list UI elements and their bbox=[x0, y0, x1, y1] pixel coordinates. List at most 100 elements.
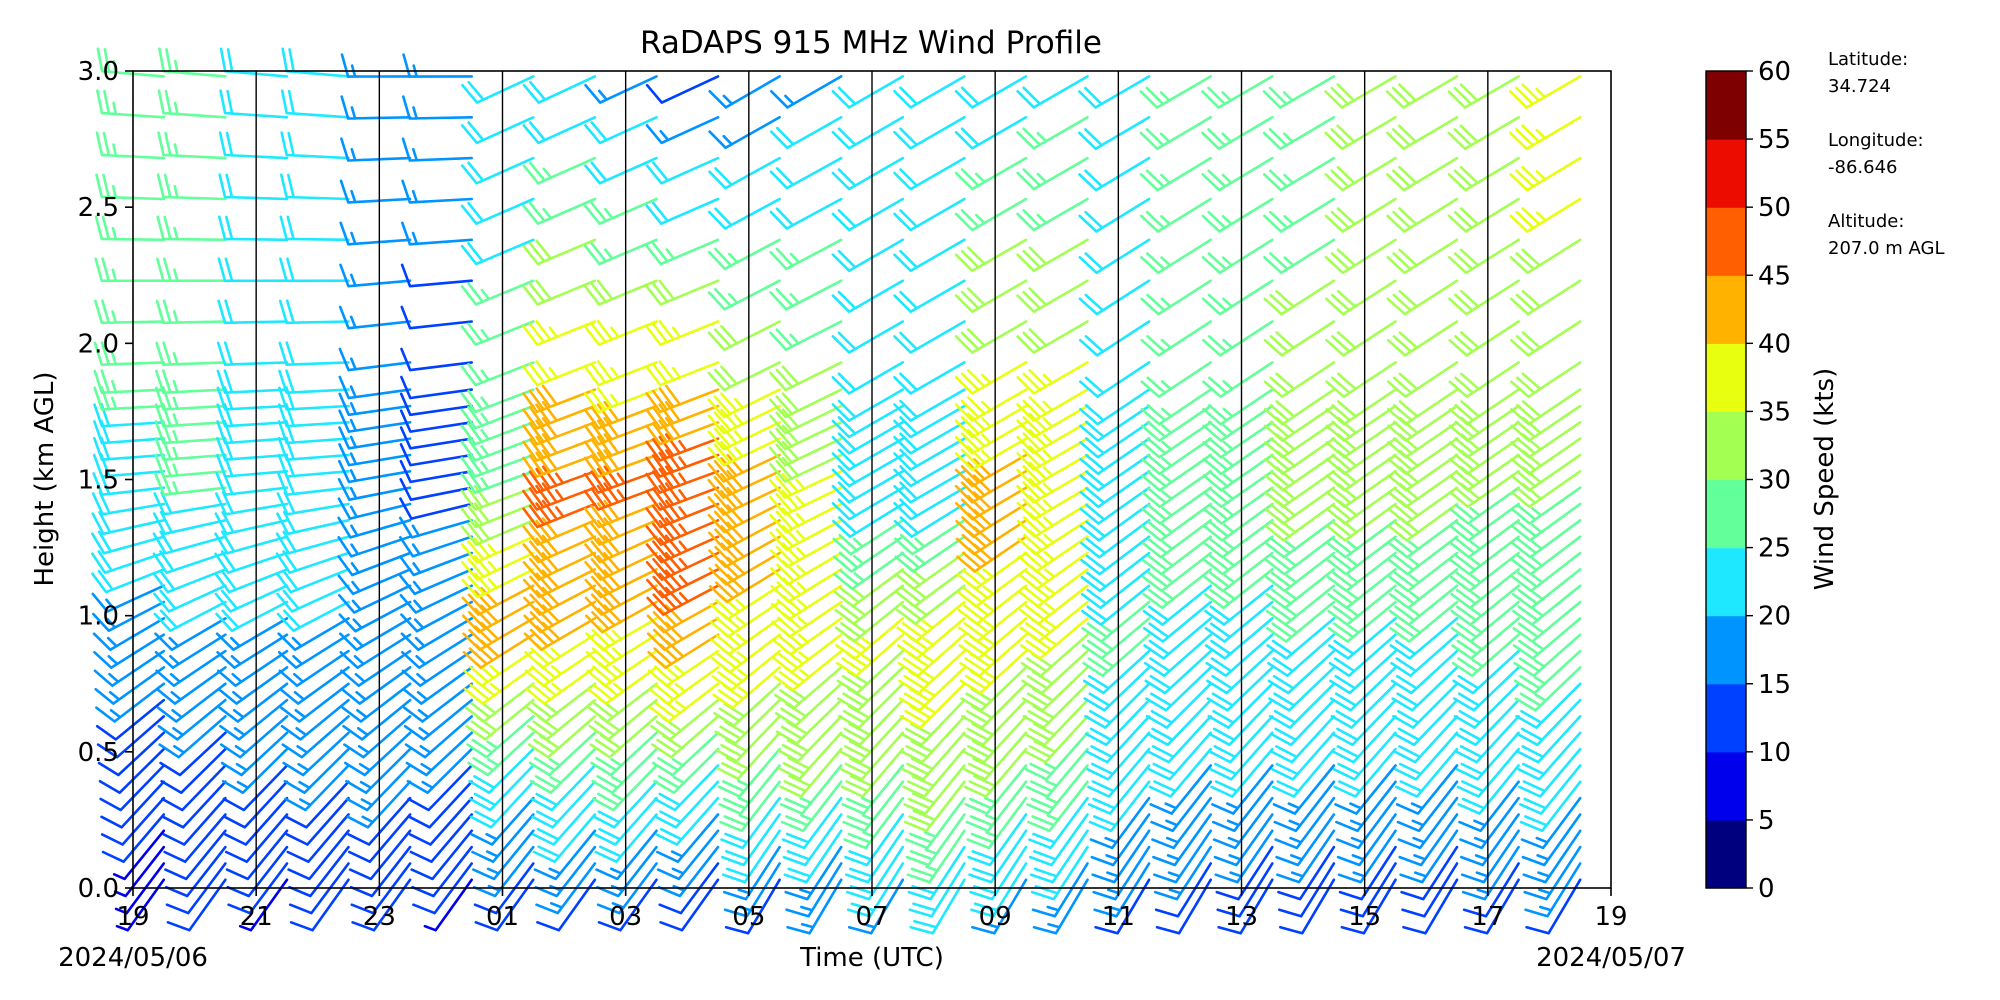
wind-barb bbox=[1016, 388, 1089, 422]
wind-barb bbox=[1078, 238, 1151, 275]
wind-barb bbox=[154, 419, 227, 445]
wind-barb bbox=[1264, 519, 1336, 559]
wind-barb bbox=[963, 747, 1028, 798]
x-tick-label: 11 bbox=[1102, 902, 1135, 932]
wind-barb bbox=[1516, 715, 1582, 764]
wind-barb bbox=[959, 649, 1028, 695]
wind-barb bbox=[153, 600, 227, 632]
wind-barb bbox=[1016, 502, 1089, 538]
wind-barb bbox=[92, 600, 166, 632]
wind-barb bbox=[831, 75, 905, 109]
wind-barb bbox=[844, 813, 905, 867]
wind-barb bbox=[345, 764, 412, 812]
wind-barb bbox=[1387, 388, 1459, 426]
wind-barb bbox=[1268, 666, 1336, 712]
wind-barb bbox=[528, 731, 597, 777]
wind-barb bbox=[1514, 666, 1582, 712]
wind-barb bbox=[1272, 764, 1336, 815]
wind-barb bbox=[1201, 116, 1274, 151]
wind-barb bbox=[899, 682, 966, 729]
wind-barb bbox=[1397, 796, 1459, 850]
wind-barb bbox=[587, 682, 658, 723]
wind-barb bbox=[840, 731, 905, 781]
wind-barb bbox=[769, 320, 843, 351]
wind-barb bbox=[1150, 780, 1212, 833]
wind-barb bbox=[954, 279, 1028, 313]
wind-barb bbox=[279, 257, 350, 283]
wind-barb bbox=[707, 238, 781, 271]
wind-barb bbox=[1448, 404, 1520, 442]
wind-barb bbox=[896, 600, 966, 643]
wind-barb bbox=[583, 360, 658, 387]
wind-barb bbox=[1270, 715, 1336, 764]
wind-barb bbox=[472, 829, 535, 881]
wind-barb bbox=[894, 551, 966, 591]
wind-barb bbox=[708, 116, 781, 150]
altitude-value: 207.0 m AGL bbox=[1828, 238, 1945, 259]
wind-barb bbox=[1204, 617, 1274, 660]
wind-barb bbox=[1145, 682, 1212, 729]
wind-barb bbox=[1386, 279, 1459, 316]
wind-barb bbox=[221, 747, 289, 794]
wind-barb bbox=[1264, 437, 1336, 476]
wind-barb bbox=[1326, 502, 1397, 542]
wind-barb bbox=[648, 649, 720, 687]
wind-barb bbox=[1449, 502, 1520, 542]
wind-barb bbox=[1022, 682, 1089, 729]
wind-barb bbox=[1387, 437, 1459, 476]
end-date-label: 2024/05/07 bbox=[1536, 943, 1686, 973]
wind-barb bbox=[399, 516, 473, 539]
wind-barb bbox=[399, 584, 473, 614]
wind-barb bbox=[1271, 731, 1336, 781]
wind-barb bbox=[893, 421, 966, 455]
wind-barb bbox=[769, 279, 843, 311]
wind-barb bbox=[1016, 421, 1089, 455]
wind-barb bbox=[1265, 568, 1336, 610]
wind-barb bbox=[91, 550, 166, 574]
wind-barb bbox=[716, 731, 781, 781]
wind-barb bbox=[715, 715, 781, 763]
wind-barb bbox=[1081, 600, 1151, 643]
wind-barb bbox=[591, 747, 658, 794]
wind-barb bbox=[707, 320, 781, 351]
wind-barb bbox=[707, 361, 781, 392]
wind-barb bbox=[1078, 197, 1151, 233]
wind-barb bbox=[219, 698, 289, 741]
wind-barb bbox=[522, 449, 597, 478]
wind-barb bbox=[158, 47, 227, 78]
wind-barb bbox=[1263, 388, 1336, 426]
wind-barb bbox=[220, 731, 289, 777]
wind-barb bbox=[1509, 197, 1582, 233]
wind-barb bbox=[843, 796, 905, 850]
wind-barb bbox=[893, 197, 966, 232]
wind-barb bbox=[1202, 388, 1274, 426]
wind-barb bbox=[1265, 535, 1336, 576]
wind-barb bbox=[769, 238, 843, 271]
wind-barb bbox=[1523, 845, 1582, 901]
wind-barb bbox=[1263, 279, 1336, 316]
wind-barb bbox=[97, 731, 166, 777]
colorbar-tick-label: 35 bbox=[1758, 397, 1791, 427]
wind-barb bbox=[279, 215, 350, 242]
wind-barb bbox=[1387, 470, 1459, 509]
wind-barb bbox=[1515, 682, 1582, 729]
wind-barb bbox=[1210, 747, 1274, 798]
wind-barb bbox=[1152, 813, 1212, 867]
wind-barb bbox=[470, 796, 535, 846]
wind-barb bbox=[842, 780, 905, 833]
wind-barb bbox=[1203, 502, 1274, 542]
wind-barb bbox=[1325, 361, 1397, 398]
wind-barb bbox=[1202, 437, 1274, 476]
wind-barb bbox=[954, 75, 1028, 109]
wind-barb bbox=[156, 257, 227, 283]
wind-barb bbox=[399, 409, 473, 433]
wind-barb bbox=[967, 813, 1028, 867]
wind-barb bbox=[707, 502, 781, 534]
wind-barb bbox=[954, 361, 1028, 395]
wind-barb bbox=[769, 361, 843, 392]
colorbar-label: Wind Speed (kts) bbox=[1810, 368, 1840, 590]
wind-barb bbox=[893, 502, 966, 538]
wind-barb bbox=[1154, 862, 1212, 918]
wind-barb bbox=[1079, 404, 1151, 442]
wind-barb bbox=[1080, 519, 1151, 559]
